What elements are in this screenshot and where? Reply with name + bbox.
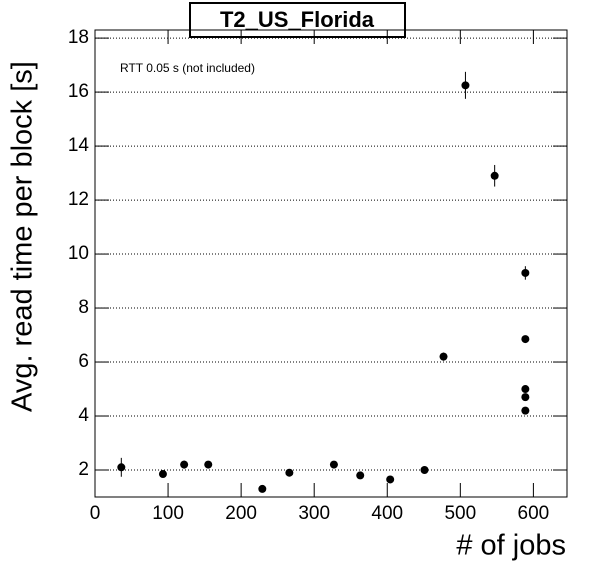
y-tick-label: 12 xyxy=(68,189,89,210)
y-tick-label: 16 xyxy=(68,81,89,102)
plot-frame xyxy=(94,29,568,498)
y-tick-label: 14 xyxy=(68,135,90,156)
y-axis-label: Avg. read time per block [s] xyxy=(7,61,39,412)
y-tick-label: 18 xyxy=(68,27,89,48)
data-point xyxy=(180,460,189,469)
x-tick-label: 500 xyxy=(444,503,476,524)
data-point xyxy=(329,460,338,469)
data-point xyxy=(490,171,499,180)
x-axis-label: # of jobs xyxy=(456,530,566,562)
x-tick-label: 100 xyxy=(152,503,184,524)
y-tick-label: 2 xyxy=(78,459,89,480)
data-point xyxy=(258,484,267,493)
data-point xyxy=(285,468,294,477)
data-point xyxy=(356,471,365,480)
data-point xyxy=(386,475,395,484)
title-box xyxy=(189,2,406,38)
x-tick-label: 600 xyxy=(518,503,550,524)
data-point xyxy=(521,335,530,344)
data-point xyxy=(521,393,530,402)
data-point xyxy=(158,470,167,479)
annotation: RTT 0.05 s (not included) xyxy=(120,61,255,75)
data-point xyxy=(521,385,530,394)
chart-title: T2_US_Florida xyxy=(220,7,375,32)
x-tick-label: 300 xyxy=(298,503,330,524)
x-tick-label: 400 xyxy=(371,503,403,524)
data-point xyxy=(521,406,530,415)
y-tick-label: 10 xyxy=(68,243,89,264)
x-tick-label: 0 xyxy=(90,503,101,524)
data-point xyxy=(461,81,470,90)
data-point xyxy=(204,460,213,469)
data-point xyxy=(439,352,448,361)
data-point xyxy=(420,466,429,475)
data-point xyxy=(521,268,530,277)
y-tick-label: 4 xyxy=(78,405,89,426)
x-tick-label: 200 xyxy=(225,503,257,524)
y-tick-label: 8 xyxy=(78,297,89,318)
y-tick-label: 6 xyxy=(78,351,89,372)
data-point xyxy=(117,463,126,472)
